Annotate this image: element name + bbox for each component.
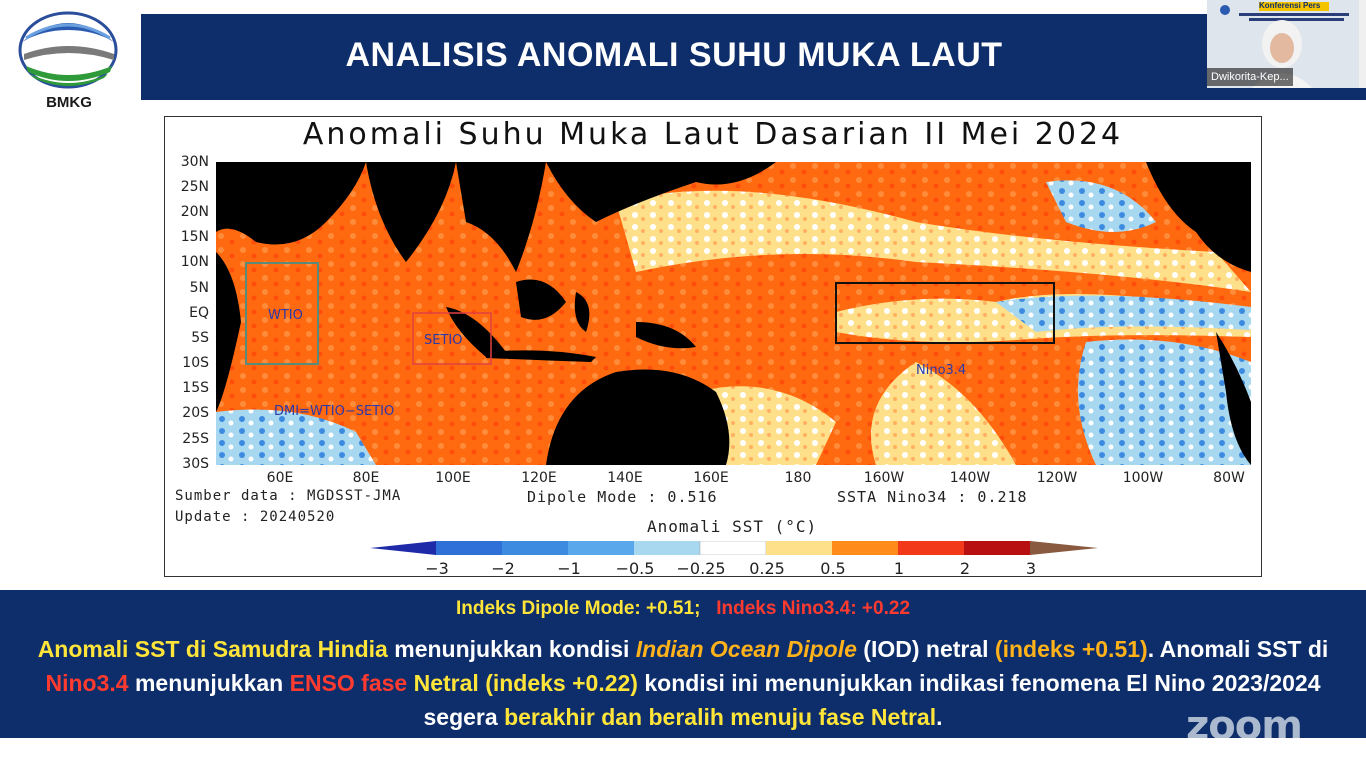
dipole-text: Dipole Mode : 0.516 [527, 488, 718, 506]
lon-label: 80E [352, 470, 380, 486]
update-text: Update : 20240520 [175, 509, 336, 525]
info-span: Indian Ocean Dipole [635, 636, 857, 662]
info-span: Nino3.4 [45, 670, 129, 696]
lon-label: 120E [521, 470, 557, 486]
equatorial-cool [996, 295, 1251, 332]
land-south-america [1216, 332, 1251, 465]
colorbar-tick: −1 [557, 559, 581, 578]
cool-patch-se [1078, 339, 1251, 465]
lat-label: EQ [189, 305, 209, 321]
land-sulawesi [574, 292, 590, 332]
land-arabia [216, 162, 366, 245]
title-bar: ANALISIS ANOMALI SUHU MUKA LAUT [141, 14, 1207, 100]
logo-text: BMKG [46, 94, 92, 111]
lon-label: 60E [266, 470, 294, 486]
lon-label: 160E [693, 470, 729, 486]
land-australia [546, 369, 730, 465]
bottom-strip [0, 738, 1366, 768]
setio-label: SETIO [424, 333, 462, 348]
land-indochina [456, 162, 546, 272]
lat-label: 20N [180, 204, 209, 220]
lat-label: 30S [182, 456, 209, 472]
info-span: (indeks +0.51) [994, 636, 1148, 662]
info-span: menunjukkan [128, 670, 290, 696]
info-span: berakhir dan beralih menuju fase Netral [504, 704, 937, 730]
source-text: Sumber data : MGDSST-JMA [175, 488, 402, 504]
land-borneo [516, 279, 566, 320]
page-title: ANALISIS ANOMALI SUHU MUKA LAUT [345, 36, 1003, 74]
info-span: Anomali SST di Samudra Hindia [37, 636, 388, 662]
bmkg-logo: BMKG [14, 8, 124, 116]
colorbar-tick: −0.25 [676, 559, 726, 578]
colorbar-tick: 2 [959, 559, 971, 578]
lon-label: 180 [784, 470, 812, 486]
lon-label: 160W [863, 470, 905, 486]
land-new-guinea [636, 322, 696, 349]
lon-label: 80W [1213, 470, 1245, 486]
info-span: kondisi ini menunjukkan indikasi fenomen… [423, 670, 1321, 730]
lon-label: 120W [1036, 470, 1078, 486]
indeks-dipole: Indeks Dipole Mode: +0.51; [455, 598, 701, 619]
setio-box [412, 312, 492, 365]
press-banner-icon [1220, 2, 1349, 21]
colorbar-tick: 1 [893, 559, 905, 578]
info-span: ENSO fase [289, 670, 408, 696]
info-span: . Anomali SST di [1147, 636, 1329, 662]
thumbnail-scrollbar[interactable] [1359, 0, 1366, 88]
info-span: . [936, 704, 943, 730]
lat-label: 20S [182, 405, 209, 421]
land-india [366, 162, 456, 262]
sst-anomaly-map: WTIO SETIO Nino3.4 DMI=WTIO−SETIO [216, 162, 1251, 465]
participant-name: Dwikorita-Kep... [1207, 68, 1293, 86]
colorbar [370, 541, 1098, 555]
lat-label: 5S [191, 330, 209, 346]
colorbar-tick: 3 [1025, 559, 1037, 578]
indeks-nino: Indeks Nino3.4: +0.22 [716, 598, 911, 619]
lat-label: 15S [182, 380, 209, 396]
info-span: Netral (indeks +0.22) [407, 670, 638, 696]
nino34-label: Nino3.4 [916, 363, 966, 378]
cool-patch-ne [1046, 180, 1156, 232]
land-north-america [1146, 162, 1251, 272]
info-paragraph: Anomali SST di Samudra Hindia menunjukka… [20, 632, 1346, 734]
banner-text: Konferensi Pers [1259, 1, 1321, 10]
dmi-label: DMI=WTIO−SETIO [274, 404, 394, 419]
colorbar-tick: 0.5 [820, 559, 846, 578]
land-java [486, 350, 596, 362]
cool-patch-sw [216, 409, 376, 465]
indeks-line: Indeks Dipole Mode: +0.51; Indeks Nino3.… [0, 598, 1366, 620]
lat-label: 15N [180, 229, 209, 245]
colorbar-tick: −2 [491, 559, 515, 578]
info-span: menunjukkan kondisi [387, 636, 636, 662]
info-panel: Indeks Dipole Mode: +0.51; Indeks Nino3.… [0, 590, 1366, 738]
wtio-box [245, 262, 319, 365]
lat-label: 25N [180, 179, 209, 195]
ssta-text: SSTA Nino34 : 0.218 [837, 488, 1028, 506]
lat-label: 30N [180, 154, 209, 170]
lat-label: 5N [189, 280, 209, 296]
pale-band-north [616, 190, 1251, 292]
lat-label: 10S [182, 355, 209, 371]
lon-label: 140E [607, 470, 643, 486]
bmkg-emblem-icon [18, 11, 118, 89]
land-africa [216, 252, 241, 412]
sst-anomaly-figure: Anomali Suhu Muka Laut Dasarian II Mei 2… [164, 116, 1262, 578]
title-bar-extension [1207, 88, 1366, 100]
wtio-label: WTIO [268, 308, 303, 323]
info-span: (IOD) netral [856, 636, 995, 662]
colorbar-tick: −0.5 [615, 559, 655, 578]
land-china [546, 162, 776, 222]
nino34-box [835, 282, 1055, 344]
colorbar-tick: −3 [425, 559, 449, 578]
lat-label: 10N [180, 254, 209, 270]
participant-video-thumbnail[interactable]: Konferensi Pers Dwikorita-Kep... [1207, 0, 1359, 88]
lon-label: 140W [949, 470, 991, 486]
figure-title: Anomali Suhu Muka Laut Dasarian II Mei 2… [302, 117, 1124, 152]
lon-label: 100W [1122, 470, 1164, 486]
pale-patch-mid [871, 362, 1016, 465]
colorbar-tick: 0.25 [749, 559, 785, 578]
lon-label: 100E [435, 470, 471, 486]
colorbar-title: Anomali SST (°C) [647, 517, 818, 536]
lat-label: 25S [182, 431, 209, 447]
